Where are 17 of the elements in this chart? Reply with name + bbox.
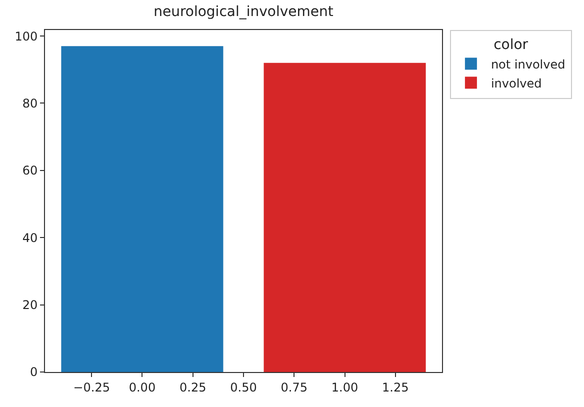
x-tick-label: 0.75	[280, 380, 308, 394]
x-tick-label: 1.00	[331, 380, 358, 394]
x-tick-label: −0.25	[73, 380, 110, 394]
x-tick-label: 0.25	[180, 380, 206, 394]
legend-title: color	[494, 37, 528, 54]
x-tick-label: 0.50	[230, 380, 257, 394]
y-tick-label: 40	[22, 230, 38, 245]
y-tick-label: 100	[14, 29, 38, 44]
y-tick-label: 60	[22, 164, 38, 178]
legend-label: involved	[490, 76, 542, 90]
y-tick-label: 20	[22, 298, 38, 312]
x-tick-label: 1.25	[382, 380, 409, 394]
x-tick-label: 0.00	[128, 380, 156, 394]
chart-title: neurological_involvement	[154, 4, 334, 20]
y-tick-label: 80	[22, 96, 38, 110]
y-tick-label: 0	[30, 365, 38, 380]
legend-label: not involved	[490, 57, 566, 72]
